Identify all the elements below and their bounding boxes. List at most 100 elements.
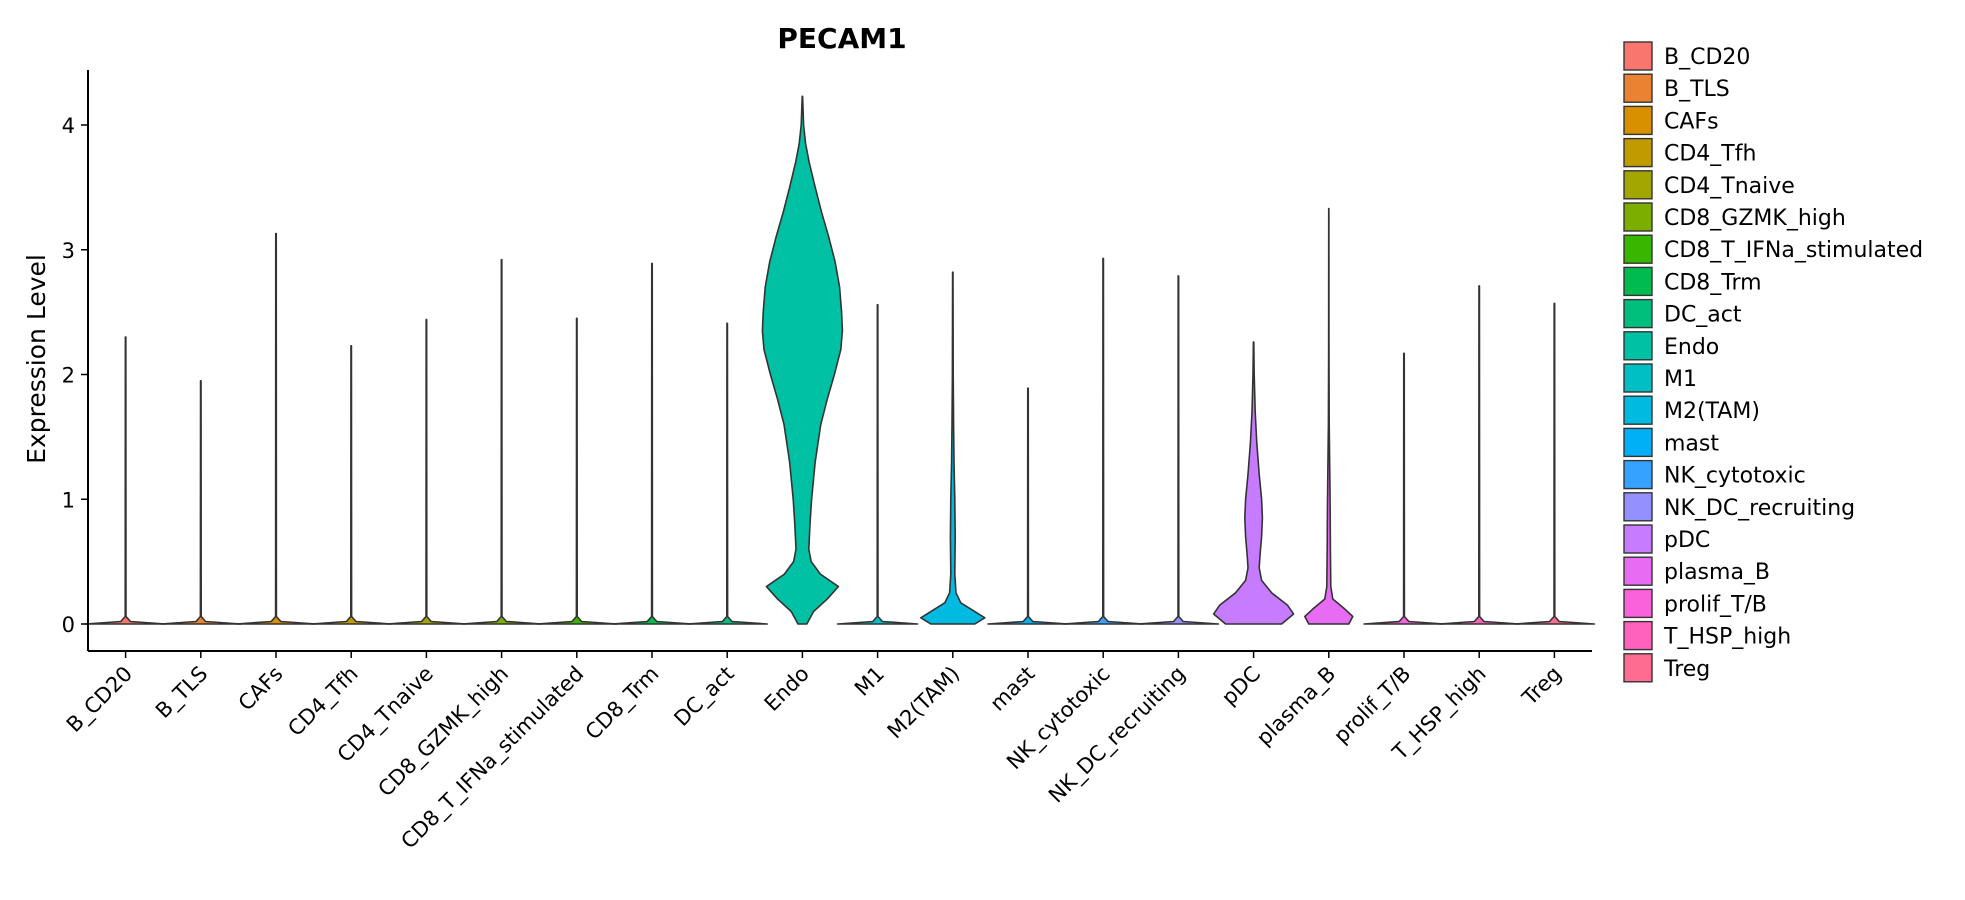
legend-label: CD8_GZMK_high bbox=[1664, 206, 1846, 231]
violin-DC_act bbox=[686, 322, 768, 625]
violin-Endo bbox=[761, 95, 844, 625]
legend-swatch bbox=[1623, 395, 1653, 425]
x-tick-label: DC_act bbox=[669, 662, 739, 732]
legend-swatch bbox=[1623, 73, 1653, 103]
violin-NK_cytotoxic bbox=[1062, 257, 1144, 625]
legend-swatch bbox=[1623, 492, 1653, 522]
legend-swatch bbox=[1623, 620, 1653, 651]
violin-B_TLS bbox=[160, 379, 242, 625]
legend-label: NK_DC_recruiting bbox=[1664, 496, 1855, 521]
legend-swatch bbox=[1623, 105, 1653, 136]
violin-prolif_T/B bbox=[1363, 352, 1445, 625]
legend-item: NK_DC_recruiting bbox=[1623, 492, 1855, 522]
legend-swatch bbox=[1623, 363, 1653, 393]
legend-label: T_HSP_high bbox=[1663, 625, 1791, 650]
y-axis-title: Expression Level bbox=[22, 254, 51, 464]
legend-label: B_TLS bbox=[1664, 77, 1730, 102]
y-tick-label: 3 bbox=[62, 239, 75, 263]
legend-swatch bbox=[1623, 556, 1653, 586]
legend-item: DC_act bbox=[1623, 298, 1742, 329]
legend-item: M2(TAM) bbox=[1623, 395, 1760, 425]
plot-area bbox=[84, 95, 1596, 625]
legend-swatch bbox=[1623, 266, 1653, 297]
x-tick-label: Endo bbox=[760, 662, 814, 716]
violin-plasma_B bbox=[1304, 207, 1354, 625]
x-tick-label: B_TLS bbox=[151, 662, 213, 724]
legend-swatch bbox=[1623, 170, 1653, 200]
legend-item: CD4_Tnaive bbox=[1623, 170, 1795, 200]
violin-B_CD20 bbox=[84, 336, 167, 625]
legend-item: CD8_T_IFNa_stimulated bbox=[1623, 234, 1923, 264]
legend-swatch bbox=[1623, 524, 1653, 554]
y-tick-label: 4 bbox=[62, 114, 75, 138]
violin-M2(TAM) bbox=[920, 271, 986, 625]
x-axis: B_CD20 B_TLS CAFsCD4_TfhCD4_TnaiveCD8_GZMK… bbox=[62, 650, 1592, 854]
legend-label: CAFs bbox=[1664, 109, 1719, 134]
x-tick-label: M2(TAM) bbox=[883, 662, 965, 744]
legend-item: CAFs bbox=[1623, 105, 1719, 136]
x-tick-label: NK_DC_recruiting bbox=[1044, 662, 1191, 809]
legend-item: M1 bbox=[1623, 363, 1697, 393]
legend-label: Endo bbox=[1664, 335, 1719, 360]
violin-NK_DC_recruiting bbox=[1137, 275, 1220, 625]
x-tick-label: CD8_GZMK_high bbox=[373, 662, 513, 802]
legend-item: NK_cytotoxic bbox=[1623, 459, 1806, 490]
x-tick-label: mast bbox=[985, 662, 1039, 716]
legend-swatch bbox=[1623, 427, 1653, 458]
legend-swatch bbox=[1623, 331, 1653, 361]
legend-label: prolif_T/B bbox=[1664, 592, 1767, 617]
legend-item: pDC bbox=[1623, 524, 1710, 554]
legend-item: B_CD20 bbox=[1623, 41, 1750, 71]
legend-item: CD8_Trm bbox=[1623, 266, 1762, 297]
legend-label: CD8_Trm bbox=[1664, 270, 1762, 295]
x-tick-label: pDC bbox=[1217, 662, 1265, 710]
y-axis: 0 1 2 3 4 bbox=[62, 70, 89, 651]
legend-label: CD8_T_IFNa_stimulated bbox=[1664, 238, 1923, 263]
legend-label: Treg bbox=[1663, 657, 1710, 682]
violin-M1 bbox=[836, 303, 919, 625]
legend-label: pDC bbox=[1664, 528, 1710, 553]
legend-label: M2(TAM) bbox=[1664, 399, 1760, 424]
legend-label: DC_act bbox=[1664, 303, 1742, 328]
legend-label: NK_cytotoxic bbox=[1664, 464, 1806, 489]
x-tick-label: plasma_B bbox=[1252, 662, 1341, 751]
x-tick-label: B_CD20 bbox=[62, 662, 138, 738]
legend-swatch bbox=[1623, 298, 1653, 329]
legend-item: B_TLS bbox=[1623, 73, 1730, 103]
x-tick-label: M1 bbox=[850, 662, 889, 701]
violin-CD8_T_IFNa_stimulated bbox=[536, 317, 618, 625]
violin-CD8_Trm bbox=[611, 262, 693, 625]
legend-swatch bbox=[1623, 202, 1653, 232]
chart-title: PECAM1 bbox=[777, 22, 906, 55]
legend-item: T_HSP_high bbox=[1623, 620, 1791, 651]
legend-swatch bbox=[1623, 41, 1653, 71]
legend: B_CD20 B_TLS CAFs CD4_Tfh CD4_Tnaive CD8_GZMK… bbox=[1623, 41, 1923, 683]
legend-swatch bbox=[1623, 653, 1653, 683]
violin-CD4_Tfh bbox=[310, 345, 392, 625]
legend-label: CD4_Tfh bbox=[1664, 142, 1756, 167]
legend-item: CD4_Tfh bbox=[1623, 137, 1756, 168]
violin-CD8_GZMK_high bbox=[460, 258, 543, 625]
y-tick-label: 0 bbox=[62, 613, 75, 637]
legend-label: M1 bbox=[1664, 367, 1697, 392]
violin-CAFs bbox=[235, 232, 317, 625]
legend-item: Endo bbox=[1623, 331, 1719, 361]
legend-swatch bbox=[1623, 588, 1653, 619]
violin-T_HSP_high bbox=[1438, 285, 1520, 625]
legend-swatch bbox=[1623, 137, 1653, 168]
violin-Treg bbox=[1513, 302, 1596, 625]
legend-label: CD4_Tnaive bbox=[1664, 174, 1795, 199]
x-tick-label: Treg bbox=[1517, 662, 1566, 711]
y-tick-label: 2 bbox=[62, 364, 75, 388]
legend-label: plasma_B bbox=[1664, 560, 1770, 585]
violin-pDC bbox=[1212, 341, 1295, 625]
legend-label: mast bbox=[1664, 431, 1719, 456]
y-tick-label: 1 bbox=[62, 488, 75, 512]
x-tick-label: CD8_Trm bbox=[581, 662, 665, 746]
legend-item: CD8_GZMK_high bbox=[1623, 202, 1846, 232]
violin-mast bbox=[987, 387, 1069, 625]
legend-item: plasma_B bbox=[1623, 556, 1770, 586]
x-tick-label: CD4_Tfh bbox=[283, 662, 363, 742]
legend-item: mast bbox=[1623, 427, 1719, 458]
